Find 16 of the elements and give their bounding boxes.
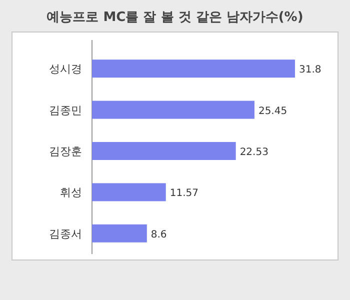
data-label: 8.6 <box>150 229 167 240</box>
y-tick-label: 김장훈 <box>49 145 82 158</box>
bar <box>92 224 147 242</box>
bar <box>92 60 295 78</box>
bar <box>92 100 254 119</box>
data-label: 22.53 <box>240 147 268 158</box>
y-tick-label: 김종민 <box>49 104 82 117</box>
y-tick-label: 성시경 <box>49 62 82 76</box>
data-label: 31.8 <box>299 64 322 76</box>
chart-title: 예능프로 MC를 잘 볼 것 같은 남자가수(%) <box>46 10 304 25</box>
y-tick-label: 김종서 <box>49 227 82 240</box>
bar <box>92 142 236 160</box>
data-label: 25.45 <box>258 106 288 117</box>
bar <box>92 183 166 202</box>
data-label: 11.57 <box>170 188 198 200</box>
y-tick-label: 휘성 <box>60 186 82 200</box>
